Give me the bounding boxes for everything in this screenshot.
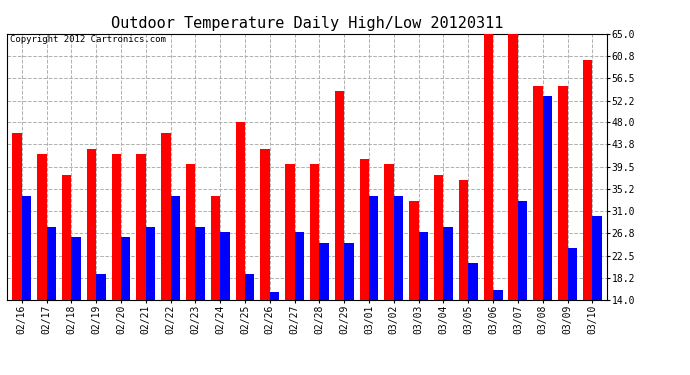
Bar [359, 159, 369, 373]
Bar [558, 86, 567, 373]
Bar [146, 227, 155, 373]
Bar [170, 196, 180, 373]
Bar [567, 248, 577, 373]
Bar [87, 148, 96, 373]
Bar [335, 91, 344, 373]
Bar [62, 175, 71, 373]
Bar [409, 201, 419, 373]
Bar [518, 201, 527, 373]
Bar [419, 232, 428, 373]
Bar [533, 86, 543, 373]
Bar [369, 196, 379, 373]
Bar [310, 164, 319, 373]
Bar [112, 154, 121, 373]
Bar [245, 274, 255, 373]
Bar [186, 164, 195, 373]
Bar [493, 290, 502, 373]
Bar [37, 154, 47, 373]
Bar [434, 175, 444, 373]
Bar [211, 196, 220, 373]
Bar [484, 34, 493, 373]
Bar [161, 133, 170, 373]
Bar [543, 96, 552, 373]
Bar [260, 148, 270, 373]
Text: Copyright 2012 Cartronics.com: Copyright 2012 Cartronics.com [10, 35, 166, 44]
Bar [220, 232, 230, 373]
Bar [270, 292, 279, 373]
Bar [509, 34, 518, 373]
Bar [285, 164, 295, 373]
Title: Outdoor Temperature Daily High/Low 20120311: Outdoor Temperature Daily High/Low 20120… [111, 16, 503, 31]
Bar [121, 237, 130, 373]
Bar [22, 196, 31, 373]
Bar [344, 243, 354, 373]
Bar [295, 232, 304, 373]
Bar [384, 164, 394, 373]
Bar [12, 133, 22, 373]
Bar [235, 123, 245, 373]
Bar [137, 154, 146, 373]
Bar [444, 227, 453, 373]
Bar [583, 60, 592, 373]
Bar [469, 264, 477, 373]
Bar [459, 180, 469, 373]
Bar [592, 216, 602, 373]
Bar [319, 243, 329, 373]
Bar [71, 237, 81, 373]
Bar [96, 274, 106, 373]
Bar [394, 196, 403, 373]
Bar [195, 227, 205, 373]
Bar [47, 227, 56, 373]
